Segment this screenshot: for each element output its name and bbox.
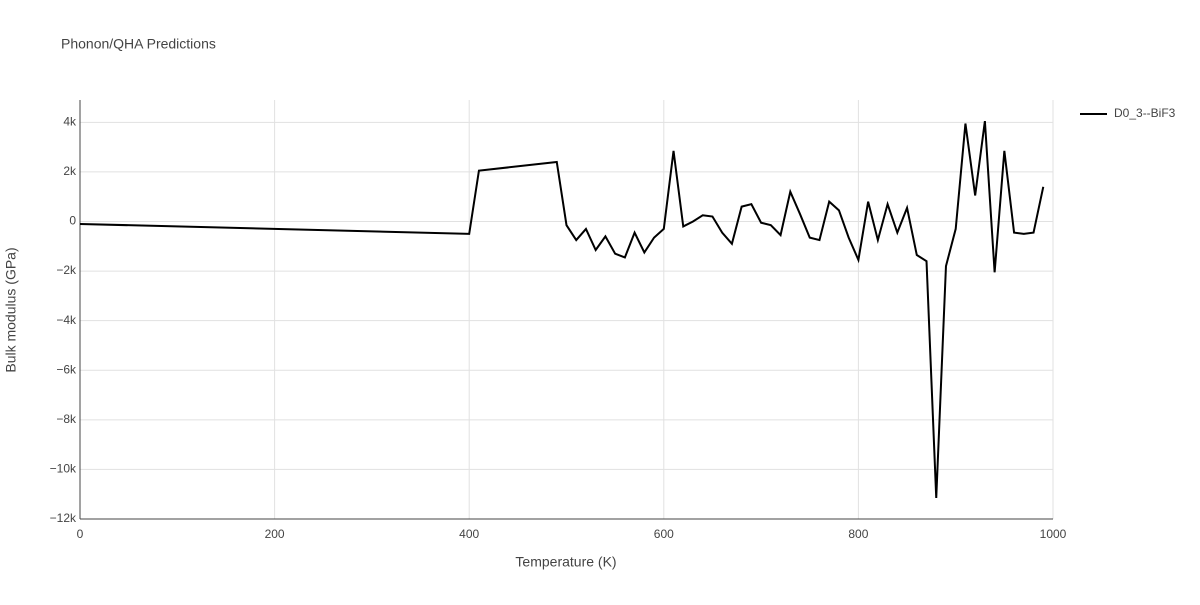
- y-axis-label: Bulk modulus (GPa): [3, 247, 19, 372]
- y-tick-label: −12k: [50, 511, 77, 525]
- data-line: [79, 120, 1045, 498]
- y-tick-label: 2k: [63, 164, 77, 178]
- y-tick-label: −6k: [56, 362, 77, 376]
- x-tick-label: 200: [265, 527, 285, 541]
- x-tick-label: 600: [654, 527, 674, 541]
- x-tick-label: 1000: [1040, 527, 1067, 541]
- x-axis-label: Temperature (K): [515, 554, 616, 570]
- chart-title: Phonon/QHA Predictions: [61, 36, 216, 52]
- x-tick-label: 400: [459, 527, 479, 541]
- y-tick-label: −8k: [56, 412, 77, 426]
- y-tick-label: 0: [69, 214, 76, 228]
- y-tick-label: −2k: [56, 263, 77, 277]
- y-tick-label: 4k: [63, 114, 77, 128]
- y-tick-label: −4k: [56, 313, 77, 327]
- x-tick-label: 0: [77, 527, 84, 541]
- y-tick-label: −10k: [50, 462, 77, 476]
- x-tick-label: 800: [848, 527, 868, 541]
- legend-label: D0_3--BiF3: [1114, 106, 1176, 120]
